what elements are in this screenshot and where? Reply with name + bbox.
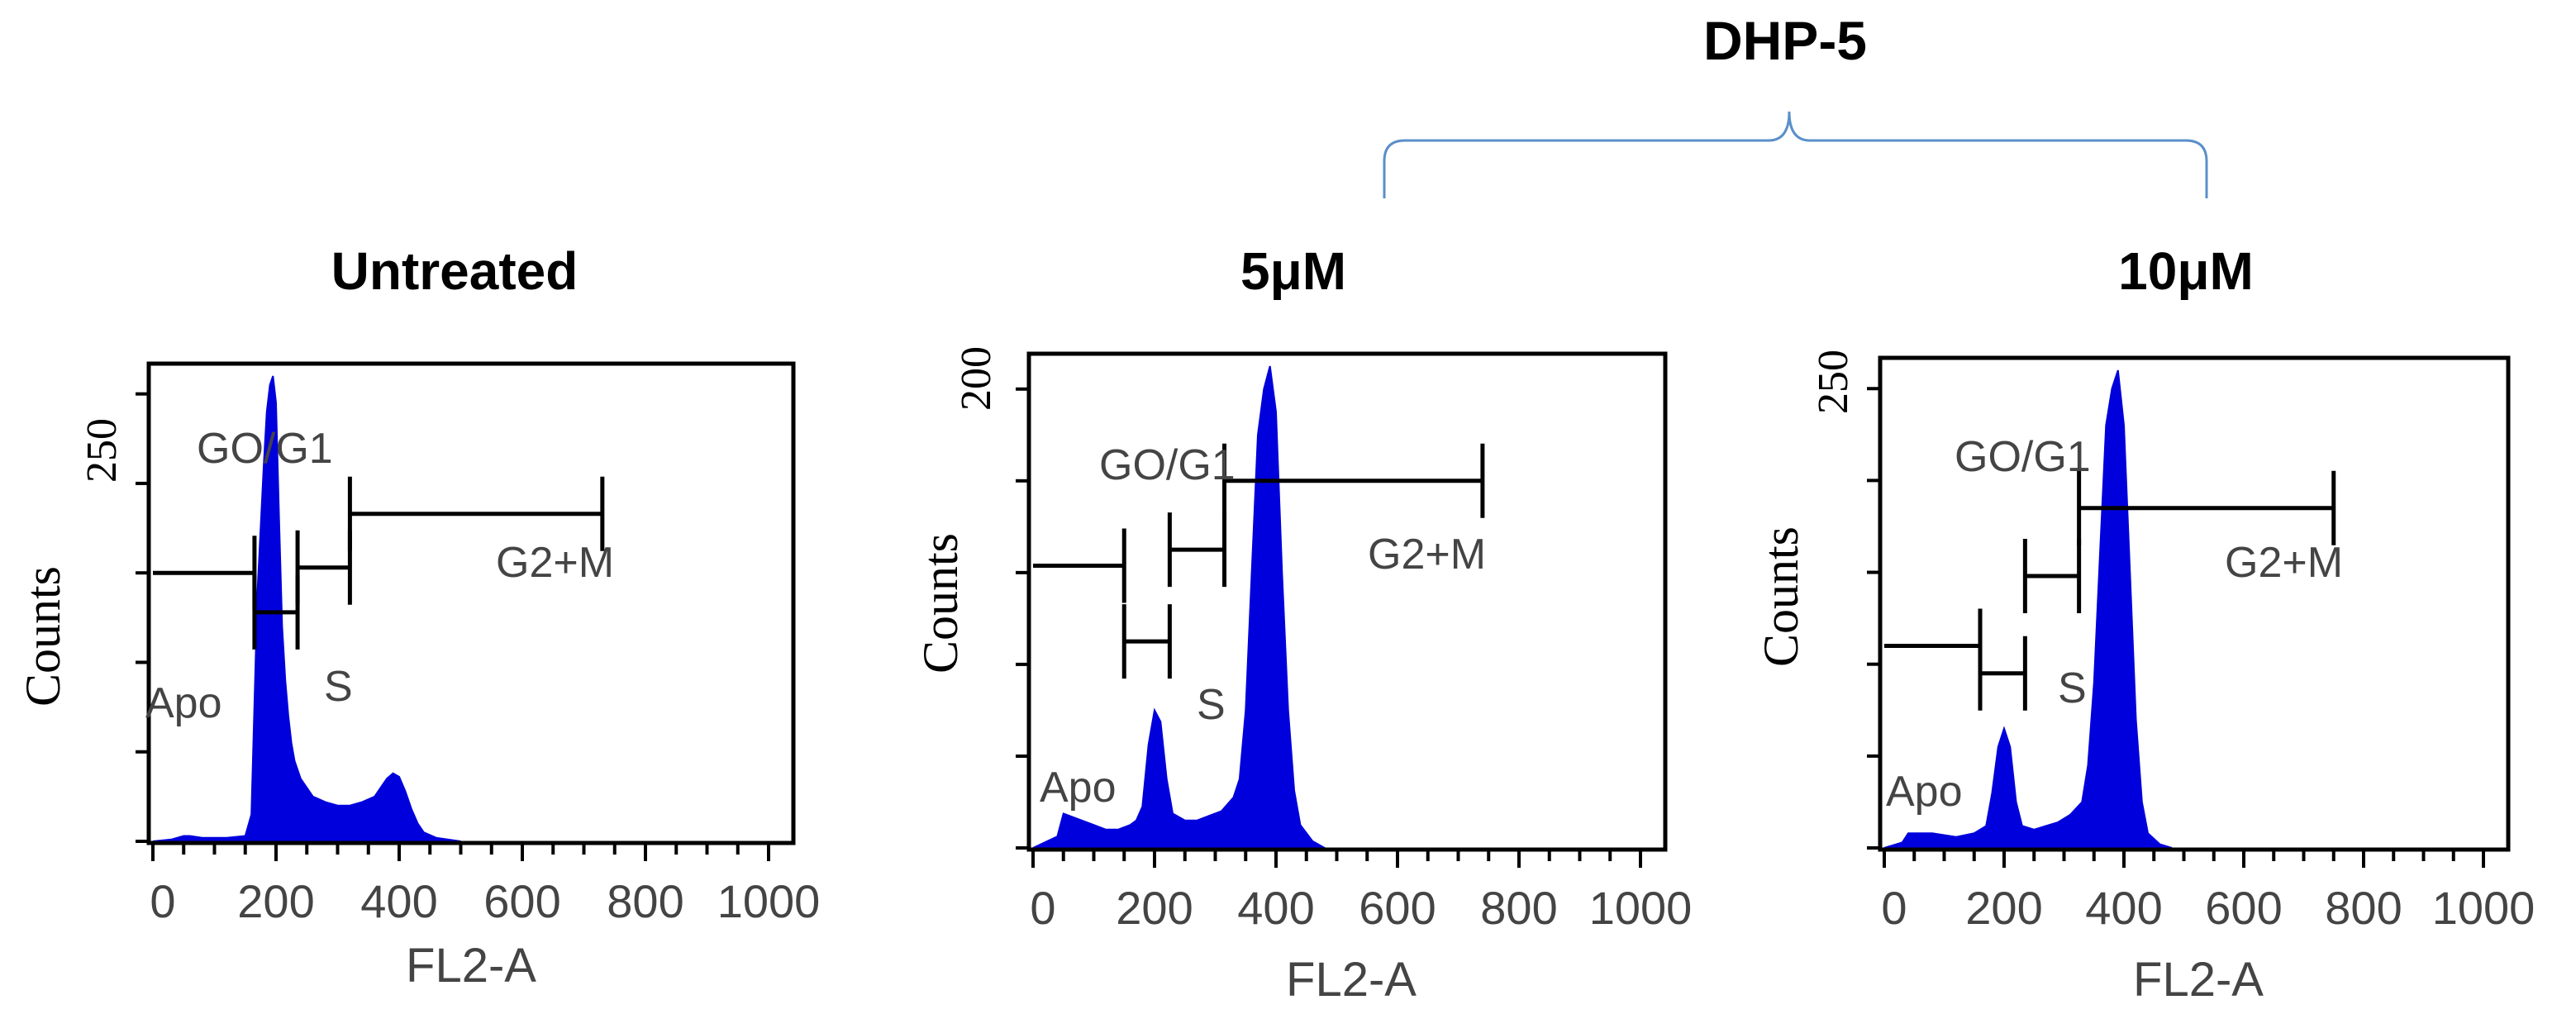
histogram (1883, 369, 2173, 849)
label-apo: Apo (145, 679, 222, 727)
y-tick-label: 250 (1810, 350, 1857, 414)
x-tick-label: 600 (1359, 882, 1436, 934)
x-tick-label: 0 (150, 875, 175, 927)
label-apo: Apo (1040, 764, 1117, 812)
y-axis-label: Counts (913, 533, 968, 674)
panel-title: 10μM (2118, 241, 2254, 301)
label-g2m: G2+M (496, 539, 614, 587)
panel-title: 5μM (1240, 241, 1346, 301)
y-tick-label: 200 (953, 346, 1000, 411)
x-tick-labels: 0 200 400 600 800 1000 (1881, 882, 2535, 934)
label-apo: Apo (1886, 768, 1963, 816)
axis-ticks (1016, 387, 1642, 868)
x-tick-label: 400 (2085, 882, 2162, 934)
label-g0g1: GO/G1 (1099, 441, 1236, 489)
x-axis-label: FL2-A (1286, 953, 1417, 1007)
x-tick-label: 600 (483, 875, 560, 927)
axis-ticks (1867, 387, 2485, 868)
histogram-area (1032, 365, 1328, 849)
x-tick-label: 600 (2205, 882, 2282, 934)
y-axis-label: Counts (16, 566, 70, 707)
x-axis-label: FL2-A (2133, 953, 2264, 1007)
x-tick-label: 400 (1237, 882, 1314, 934)
x-tick-label: 200 (1965, 882, 2042, 934)
plot-frame (1026, 351, 1668, 852)
y-tick-label: 250 (79, 418, 126, 483)
axis-ticks (136, 392, 770, 861)
phase-gates (1033, 443, 1485, 679)
x-tick-labels: 0 200 400 600 800 1000 (1030, 882, 1692, 934)
panel-5um: 5μM GO/G1 G2+M S Apo 200 Counts FL2-A 0 … (913, 241, 1692, 1007)
x-tick-label: 0 (1030, 882, 1055, 934)
x-tick-label: 1000 (1589, 882, 1693, 934)
x-tick-label: 800 (1480, 882, 1557, 934)
label-s: S (1197, 681, 1226, 729)
histogram-area (152, 375, 461, 842)
y-axis-label: Counts (1754, 526, 1808, 667)
label-g0g1: GO/G1 (1955, 433, 2091, 481)
histogram (152, 375, 461, 842)
label-g2m: G2+M (1368, 531, 1486, 579)
histogram-area (1883, 369, 2173, 849)
plot-frame (1878, 355, 2511, 852)
label-s: S (324, 663, 353, 711)
x-tick-label: 0 (1881, 882, 1907, 934)
x-tick-label: 800 (607, 875, 683, 927)
x-tick-label: 800 (2325, 882, 2402, 934)
x-tick-label: 200 (237, 875, 314, 927)
x-tick-labels: 0 200 400 600 800 1000 (150, 875, 820, 927)
x-tick-label: 200 (1116, 882, 1193, 934)
x-tick-label: 1000 (717, 875, 821, 927)
label-g0g1: GO/G1 (197, 425, 333, 473)
panel-10um: 10μM GO/G1 G2+M S Apo 250 Counts FL2-A 0… (1754, 241, 2535, 1007)
phase-gates (153, 476, 605, 650)
dhp5-bracket (1383, 111, 2208, 198)
x-axis-label: FL2-A (406, 939, 536, 993)
plot-frame (146, 361, 796, 845)
group-label: DHP-5 (1703, 10, 1867, 71)
phase-gates (1884, 470, 2336, 711)
histogram (1032, 365, 1328, 849)
label-s: S (2058, 664, 2087, 712)
panel-untreated: Untreated GO/G1 G2+M S Apo 250 Counts FL… (16, 241, 820, 993)
label-g2m: G2+M (2225, 539, 2343, 587)
x-tick-label: 400 (360, 875, 437, 927)
panel-title: Untreated (331, 241, 579, 301)
x-tick-label: 1000 (2432, 882, 2536, 934)
